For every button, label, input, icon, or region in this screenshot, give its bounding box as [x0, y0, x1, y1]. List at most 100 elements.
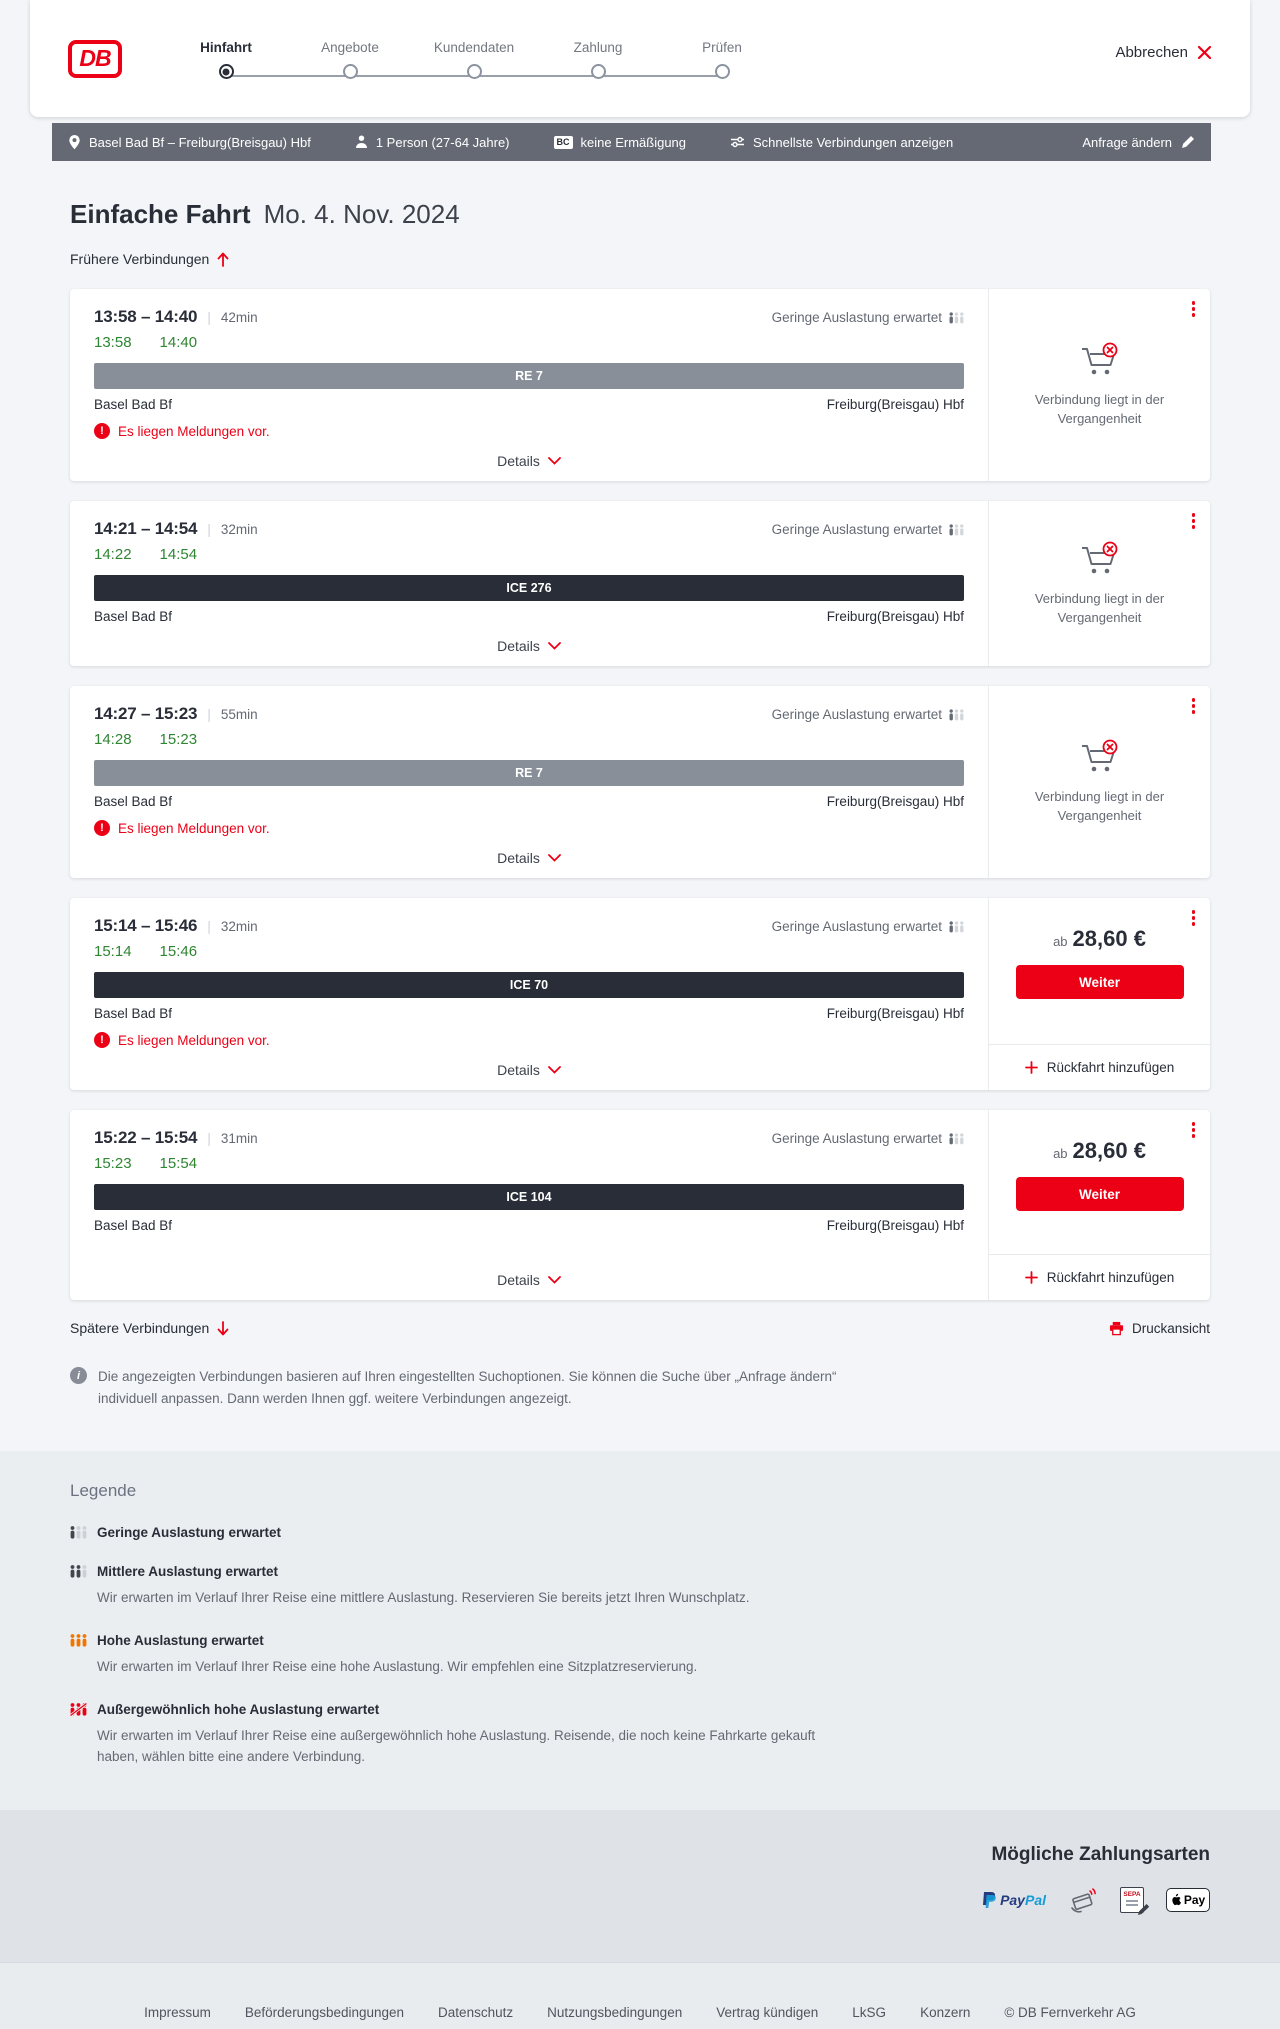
legend-item: Geringe Auslastung erwartet	[70, 1525, 1210, 1540]
legend-item: Hohe Auslastung erwartet Wir erwarten im…	[70, 1633, 1210, 1678]
kebab-menu-icon[interactable]	[1190, 696, 1198, 716]
train-label-bar: RE 7	[94, 363, 964, 389]
occupancy-low-icon	[70, 1526, 87, 1539]
weiter-button[interactable]: Weiter	[1015, 1177, 1184, 1211]
down-arrow-icon	[217, 1320, 229, 1335]
fastest-connections-toggle[interactable]: Schnellste Verbindungen anzeigen	[730, 135, 953, 150]
print-view-button[interactable]: Druckansicht	[1109, 1321, 1210, 1336]
travel-date: Mo. 4. Nov. 2024	[263, 199, 460, 229]
plus-icon	[1024, 1061, 1038, 1074]
details-toggle[interactable]: Details	[497, 439, 561, 469]
occupancy-low-icon	[949, 920, 964, 932]
step-dot-icon	[342, 64, 358, 79]
connection-time-range: 14:21 – 14:54	[94, 519, 198, 538]
step-hinfahrt[interactable]: Hinfahrt	[164, 40, 288, 79]
add-return-button[interactable]: Rückfahrt hinzufügen	[989, 1044, 1210, 1090]
header: DB Hinfahrt Angebote Kundendaten Zahlung…	[30, 0, 1250, 117]
destination-station: Freiburg(Breisgau) Hbf	[826, 794, 964, 809]
details-toggle[interactable]: Details	[497, 836, 561, 866]
kebab-menu-icon[interactable]	[1190, 908, 1198, 928]
payment-section: Mögliche Zahlungsarten PayPal SEPA	[0, 1809, 1280, 1962]
price: ab 28,60 €	[1053, 926, 1146, 951]
sliders-icon	[731, 136, 745, 148]
connection-card: 14:27 – 15:23 | 55min Geringe Auslastung…	[70, 686, 1210, 878]
legend-section: Legende Geringe Auslastung erwartet Mitt…	[0, 1451, 1280, 1810]
kebab-menu-icon[interactable]	[1190, 1120, 1198, 1140]
connection-duration: 31min	[220, 1131, 258, 1146]
step-dot-icon	[714, 64, 730, 79]
connection-time-range: 15:22 – 15:54	[94, 1128, 198, 1147]
legend-title: Legende	[70, 1481, 137, 1501]
occupancy-indicator: Geringe Auslastung erwartet	[772, 707, 964, 722]
discount-summary: BC keine Ermäßigung	[553, 135, 686, 150]
location-pin-icon	[69, 135, 80, 150]
cart-crossed-icon	[1081, 541, 1117, 573]
checkout-stepper: Hinfahrt Angebote Kundendaten Zahlung Pr…	[164, 38, 784, 79]
occupancy-exceptional-icon	[70, 1703, 87, 1717]
train-label-bar: RE 7	[94, 760, 964, 786]
apple-icon	[1172, 1894, 1181, 1906]
chevron-down-icon	[547, 457, 561, 465]
paypal-logo: PayPal	[981, 1891, 1046, 1909]
footer-link-nutzungsbedingungen[interactable]: Nutzungsbedingungen	[547, 2004, 683, 2020]
chevron-down-icon	[547, 1066, 561, 1074]
passenger-summary: 1 Person (27-64 Jahre)	[355, 135, 510, 150]
sepa-pencil-icon	[1138, 1903, 1150, 1915]
search-options-note: i Die angezeigten Verbindungen basieren …	[70, 1366, 1210, 1451]
details-toggle[interactable]: Details	[497, 1048, 561, 1078]
cancel-button[interactable]: Abbrechen	[1115, 44, 1212, 61]
footer-link-befoerderungsbedingungen[interactable]: Beförderungsbedingungen	[244, 2004, 405, 2020]
occupancy-low-icon	[949, 523, 964, 535]
step-kundendaten[interactable]: Kundendaten	[412, 40, 536, 79]
footer-link-datenschutz[interactable]: Datenschutz	[438, 2004, 514, 2020]
booking-panel-past: Verbindung liegt in der Vergangenheit	[988, 289, 1210, 481]
paypal-icon	[983, 1891, 996, 1908]
copyright: © DB Fernverkehr AG	[1004, 2004, 1136, 2020]
credit-card-hand-icon	[1071, 1888, 1096, 1913]
connection-duration: 32min	[220, 522, 258, 537]
occupancy-indicator: Geringe Auslastung erwartet	[772, 310, 964, 325]
warning-icon: !	[94, 820, 110, 836]
warning-icon: !	[94, 423, 110, 439]
footer-link-konzern[interactable]: Konzern	[920, 2004, 971, 2020]
change-request-button[interactable]: Anfrage ändern	[1082, 135, 1195, 150]
earlier-connections-link[interactable]: Frühere Verbindungen	[70, 251, 229, 267]
booking-panel: ab 28,60 € Weiter Rückfahrt hinzufügen	[988, 898, 1210, 1090]
pencil-icon	[1182, 136, 1194, 148]
kebab-menu-icon[interactable]	[1190, 511, 1198, 531]
sepa-icon: SEPA	[1120, 1886, 1150, 1915]
step-zahlung[interactable]: Zahlung	[536, 40, 660, 79]
past-connection-note: Verbindung liegt in der Vergangenheit	[1034, 590, 1165, 625]
person-icon	[355, 135, 367, 148]
origin-station: Basel Bad Bf	[94, 794, 173, 809]
footer-link-lksg[interactable]: LkSG	[852, 2004, 887, 2020]
step-angebote[interactable]: Angebote	[288, 40, 412, 79]
train-label-bar: ICE 104	[94, 1184, 964, 1210]
info-icon: i	[70, 1367, 87, 1384]
realtime-times: 13:58 14:40	[94, 334, 198, 351]
realtime-times: 15:14 15:46	[94, 943, 198, 960]
details-toggle[interactable]: Details	[497, 624, 561, 654]
page-title: Einfache Fahrt	[70, 199, 251, 229]
legend-item: Mittlere Auslastung erwartet Wir erwarte…	[70, 1564, 1210, 1609]
connection-duration: 32min	[220, 919, 258, 934]
step-dot-active-icon	[218, 64, 234, 79]
footer-link-impressum[interactable]: Impressum	[144, 2004, 211, 2020]
up-arrow-icon	[217, 252, 229, 267]
step-pruefen[interactable]: Prüfen	[660, 40, 784, 79]
occupancy-indicator: Geringe Auslastung erwartet	[772, 522, 964, 537]
add-return-button[interactable]: Rückfahrt hinzufügen	[989, 1254, 1210, 1300]
weiter-button[interactable]: Weiter	[1015, 965, 1184, 999]
footer-link-vertrag-kuendigen[interactable]: Vertrag kündigen	[716, 2004, 819, 2020]
close-icon	[1197, 45, 1212, 60]
later-connections-link[interactable]: Spätere Verbindungen	[70, 1320, 229, 1336]
connection-time-range: 14:27 – 15:23	[94, 704, 198, 723]
details-toggle[interactable]: Details	[497, 1258, 561, 1288]
connection-duration: 55min	[220, 707, 258, 722]
connection-time-range: 13:58 – 14:40	[94, 307, 198, 326]
results-area: Einfache Fahrt Mo. 4. Nov. 2024 Frühere …	[0, 161, 1280, 1451]
booking-panel-past: Verbindung liegt in der Vergangenheit	[988, 501, 1210, 666]
occupancy-low-icon	[949, 708, 964, 720]
kebab-menu-icon[interactable]	[1190, 299, 1198, 319]
price: ab 28,60 €	[1053, 1138, 1146, 1163]
